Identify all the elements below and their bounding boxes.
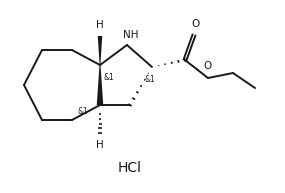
Text: &1: &1 <box>144 74 155 84</box>
Text: O: O <box>204 61 212 71</box>
Text: HCl: HCl <box>118 161 142 175</box>
Text: H: H <box>96 140 104 150</box>
Text: &1: &1 <box>78 107 89 115</box>
Polygon shape <box>98 36 102 65</box>
Text: NH: NH <box>123 30 139 40</box>
Polygon shape <box>97 65 103 105</box>
Text: &1: &1 <box>104 73 115 81</box>
Text: H: H <box>96 20 104 30</box>
Text: O: O <box>191 19 199 29</box>
